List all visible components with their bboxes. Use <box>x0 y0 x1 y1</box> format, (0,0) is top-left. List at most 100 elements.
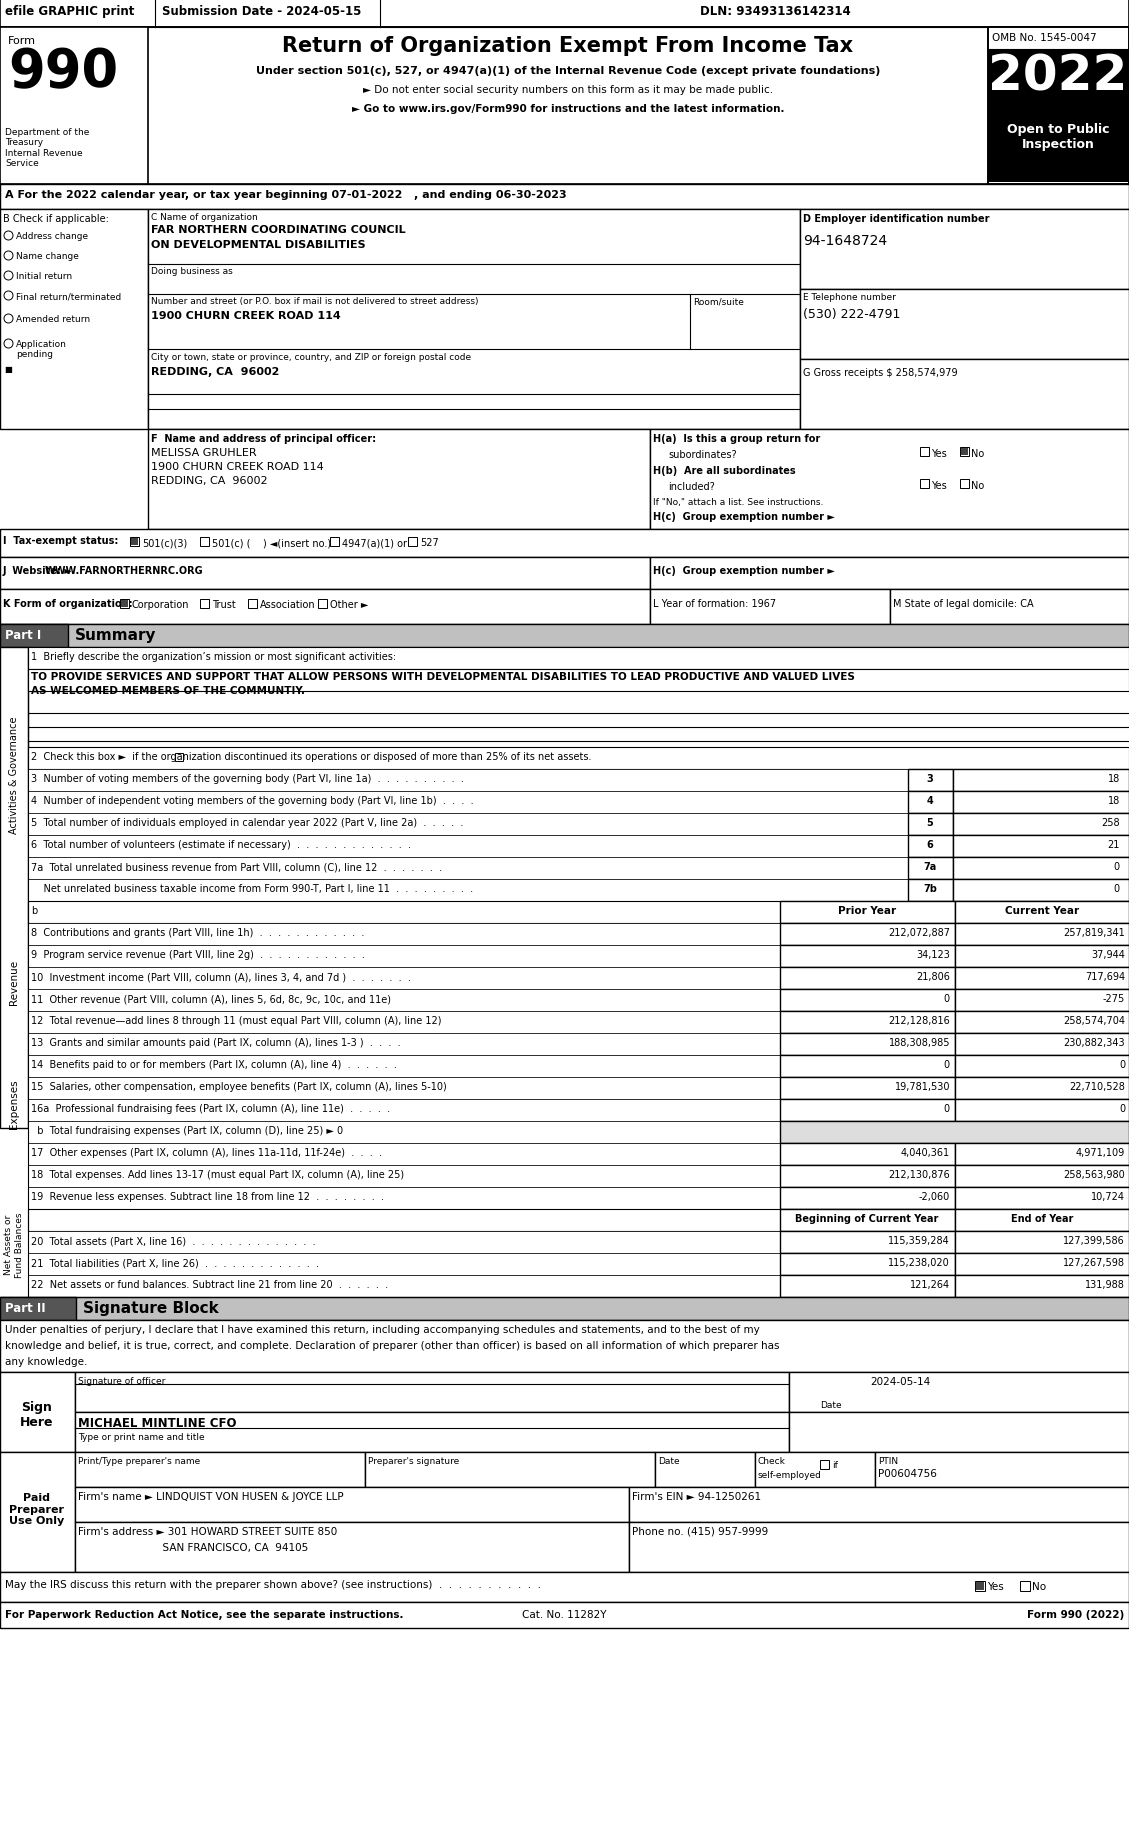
Text: 7b: 7b <box>924 884 937 893</box>
Bar <box>0 210 148 430</box>
Text: 12  Total revenue—add lines 8 through 11 (must equal Part VIII, column (A), line: 12 Total revenue—add lines 8 through 11 … <box>30 1016 441 1025</box>
Bar <box>28 880 908 902</box>
Text: Amended return: Amended return <box>16 315 90 324</box>
Circle shape <box>5 291 14 300</box>
Text: 19  Revenue less expenses. Subtract line 18 from line 12  .  .  .  .  .  .  .  .: 19 Revenue less expenses. Subtract line … <box>30 1191 384 1200</box>
Text: Date: Date <box>820 1400 841 1409</box>
Text: Firm's address ► 301 HOWARD STREET SUITE 850: Firm's address ► 301 HOWARD STREET SUITE… <box>78 1526 338 1535</box>
Text: 717,694: 717,694 <box>1085 972 1124 981</box>
Text: 3  Number of voting members of the governing body (Part VI, line 1a)  .  .  .  .: 3 Number of voting members of the govern… <box>30 774 464 783</box>
Text: knowledge and belief, it is true, correct, and complete. Declaration of preparer: knowledge and belief, it is true, correc… <box>5 1340 779 1351</box>
Text: Part II: Part II <box>5 1301 45 1314</box>
Bar <box>955 1210 1129 1232</box>
Bar <box>955 1012 1129 1034</box>
Bar <box>650 558 1129 589</box>
Bar <box>780 946 955 968</box>
Circle shape <box>5 315 14 324</box>
Bar <box>0 624 68 648</box>
Text: Signature Block: Signature Block <box>84 1301 219 1316</box>
Text: DLN: 93493136142314: DLN: 93493136142314 <box>700 5 851 18</box>
Text: ■: ■ <box>5 364 12 373</box>
Bar <box>961 448 968 456</box>
Text: 501(c)(3): 501(c)(3) <box>142 538 187 547</box>
Text: If "No," attach a list. See instructions.: If "No," attach a list. See instructions… <box>653 498 823 507</box>
Bar <box>953 770 1129 792</box>
Bar <box>800 289 1129 361</box>
Text: Return of Organization Exempt From Income Tax: Return of Organization Exempt From Incom… <box>282 37 854 57</box>
Bar <box>908 880 953 902</box>
Bar <box>629 1488 1129 1523</box>
Bar <box>0 0 1129 27</box>
Bar <box>0 185 1129 210</box>
Bar <box>0 1601 1129 1629</box>
Text: any knowledge.: any knowledge. <box>5 1356 87 1367</box>
Text: 4  Number of independent voting members of the governing body (Part VI, line 1b): 4 Number of independent voting members o… <box>30 796 474 805</box>
Bar <box>650 589 890 624</box>
Bar <box>955 902 1129 924</box>
Bar <box>75 1523 629 1572</box>
Text: No: No <box>1032 1581 1047 1590</box>
Text: Final return/terminated: Final return/terminated <box>16 291 121 300</box>
Text: 0: 0 <box>1114 862 1120 871</box>
Text: 2  Check this box ►  if the organization discontinued its operations or disposed: 2 Check this box ► if the organization d… <box>30 752 592 761</box>
Text: 22  Net assets or fund balances. Subtract line 21 from line 20  .  .  .  .  .  .: 22 Net assets or fund balances. Subtract… <box>30 1279 388 1290</box>
Text: REDDING, CA  96002: REDDING, CA 96002 <box>151 366 279 377</box>
Text: 258,563,980: 258,563,980 <box>1064 1169 1124 1179</box>
Bar <box>28 1100 780 1122</box>
Bar <box>28 902 1129 924</box>
Text: Print/Type preparer's name: Print/Type preparer's name <box>78 1457 200 1466</box>
Bar <box>28 946 780 968</box>
Bar <box>0 1297 76 1319</box>
Text: Submission Date - 2024-05-15: Submission Date - 2024-05-15 <box>161 5 361 18</box>
Bar <box>28 1188 780 1210</box>
Text: 7a: 7a <box>924 862 937 871</box>
Bar <box>780 1078 955 1100</box>
Text: ► Go to www.irs.gov/Form990 for instructions and the latest information.: ► Go to www.irs.gov/Form990 for instruct… <box>352 104 785 113</box>
Bar <box>175 754 183 761</box>
Text: B Check if applicable:: B Check if applicable: <box>3 214 108 223</box>
Bar <box>780 990 955 1012</box>
Bar <box>780 1166 955 1188</box>
Bar <box>960 479 969 489</box>
Text: E Telephone number: E Telephone number <box>803 293 896 302</box>
Bar <box>28 1210 1129 1232</box>
Bar <box>953 836 1129 858</box>
Bar <box>148 430 650 529</box>
Text: 14  Benefits paid to or for members (Part IX, column (A), line 4)  .  .  .  .  .: 14 Benefits paid to or for members (Part… <box>30 1060 397 1069</box>
Text: (530) 222-4791: (530) 222-4791 <box>803 307 900 320</box>
Bar <box>318 600 327 609</box>
Text: Association: Association <box>260 600 316 609</box>
Bar <box>28 1034 780 1056</box>
Text: 0: 0 <box>1119 1103 1124 1113</box>
Bar <box>0 1572 1129 1601</box>
Bar <box>0 1297 1129 1319</box>
Text: D Employer identification number: D Employer identification number <box>803 214 989 223</box>
Text: 5: 5 <box>927 818 934 827</box>
Bar <box>955 1166 1129 1188</box>
Bar <box>780 1144 955 1166</box>
Bar <box>28 990 780 1012</box>
Text: 115,238,020: 115,238,020 <box>889 1257 949 1268</box>
Text: 258,574,704: 258,574,704 <box>1064 1016 1124 1025</box>
Text: Other ►: Other ► <box>330 600 368 609</box>
Text: Preparer's signature: Preparer's signature <box>368 1457 460 1466</box>
Bar <box>200 600 209 609</box>
Text: 501(c) (    ) ◄(insert no.): 501(c) ( ) ◄(insert no.) <box>212 538 331 547</box>
Text: 17  Other expenses (Part IX, column (A), lines 11a-11d, 11f-24e)  .  .  .  .: 17 Other expenses (Part IX, column (A), … <box>30 1147 382 1157</box>
Text: Signature of officer: Signature of officer <box>78 1376 165 1385</box>
Text: efile GRAPHIC print: efile GRAPHIC print <box>5 5 134 18</box>
Bar <box>365 1453 655 1488</box>
Circle shape <box>5 340 14 350</box>
Text: Summary: Summary <box>75 628 157 642</box>
Bar <box>780 1034 955 1056</box>
Text: MICHAEL MINTLINE CFO: MICHAEL MINTLINE CFO <box>78 1416 236 1429</box>
Text: 527: 527 <box>420 538 439 547</box>
Text: Firm's EIN ► 94-1250261: Firm's EIN ► 94-1250261 <box>632 1491 761 1501</box>
Text: 20  Total assets (Part X, line 16)  .  .  .  .  .  .  .  .  .  .  .  .  .  .: 20 Total assets (Part X, line 16) . . . … <box>30 1235 316 1246</box>
Bar <box>28 748 1129 770</box>
Bar <box>28 1012 780 1034</box>
Bar <box>800 210 1129 289</box>
Text: REDDING, CA  96002: REDDING, CA 96002 <box>151 476 268 485</box>
Bar <box>955 1100 1129 1122</box>
Bar <box>0 1453 75 1572</box>
